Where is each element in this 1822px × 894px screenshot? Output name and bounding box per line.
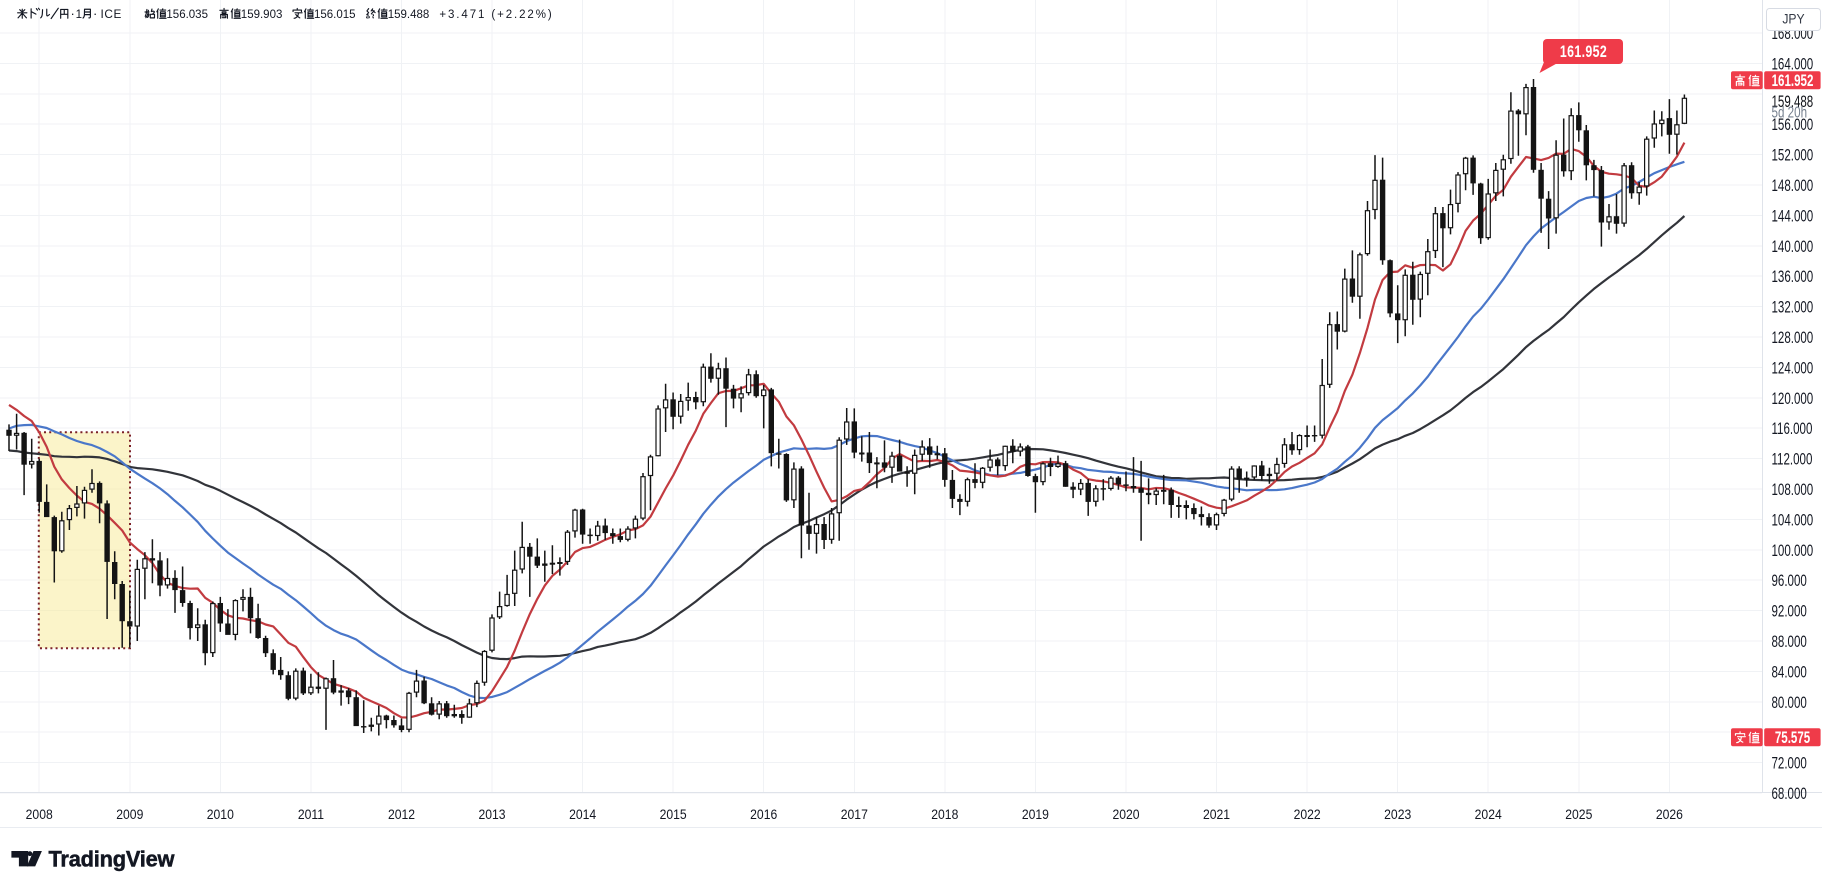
- svg-text:156.035: 156.035: [166, 9, 208, 21]
- svg-text:80.000: 80.000: [1772, 694, 1807, 713]
- svg-text:2008: 2008: [26, 806, 53, 822]
- svg-text:84.000: 84.000: [1772, 663, 1807, 682]
- svg-text:104.000: 104.000: [1772, 511, 1814, 530]
- svg-text:148.000: 148.000: [1772, 177, 1814, 196]
- svg-text:JPY: JPY: [1782, 11, 1805, 27]
- svg-text:88.000: 88.000: [1772, 633, 1807, 652]
- svg-text:2023: 2023: [1384, 806, 1411, 822]
- svg-text:TradingView: TradingView: [49, 846, 175, 871]
- svg-text:2011: 2011: [298, 806, 324, 822]
- svg-text:2010: 2010: [207, 806, 234, 822]
- svg-text:2026: 2026: [1656, 806, 1683, 822]
- svg-text:2022: 2022: [1294, 806, 1321, 822]
- svg-text:128.000: 128.000: [1772, 329, 1814, 348]
- svg-text:159.488: 159.488: [388, 9, 430, 21]
- svg-text:96.000: 96.000: [1772, 572, 1807, 591]
- svg-text:·: ·: [93, 6, 97, 21]
- svg-text:159.903: 159.903: [241, 9, 283, 21]
- svg-text:68.000: 68.000: [1772, 785, 1807, 804]
- svg-text:+3.471 (+2.22%): +3.471 (+2.22%): [439, 9, 553, 21]
- svg-text:2016: 2016: [750, 806, 777, 822]
- svg-text:1: 1: [76, 9, 82, 21]
- svg-text:120.000: 120.000: [1772, 390, 1814, 409]
- svg-text:·: ·: [71, 6, 75, 21]
- svg-text:2021: 2021: [1203, 806, 1230, 822]
- svg-text:2018: 2018: [931, 806, 958, 822]
- svg-text:108.000: 108.000: [1772, 481, 1814, 500]
- svg-text:2025: 2025: [1565, 806, 1592, 822]
- svg-text:161.952: 161.952: [1560, 43, 1607, 61]
- svg-text:75.575: 75.575: [1775, 729, 1810, 748]
- svg-text:156.015: 156.015: [314, 9, 356, 21]
- svg-text:5d 20h: 5d 20h: [1772, 104, 1808, 121]
- svg-text:2012: 2012: [388, 806, 415, 822]
- svg-text:ICE: ICE: [101, 7, 122, 21]
- svg-text:156.000: 156.000: [1772, 116, 1814, 135]
- svg-text:2020: 2020: [1112, 806, 1139, 822]
- svg-text:2014: 2014: [569, 806, 596, 822]
- svg-text:2019: 2019: [1022, 806, 1049, 822]
- svg-text:112.000: 112.000: [1772, 451, 1813, 470]
- svg-text:136.000: 136.000: [1772, 268, 1814, 287]
- svg-text:144.000: 144.000: [1772, 207, 1814, 226]
- svg-text:152.000: 152.000: [1772, 147, 1814, 166]
- svg-text:92.000: 92.000: [1772, 603, 1807, 622]
- svg-text:124.000: 124.000: [1772, 359, 1814, 378]
- svg-text:116.000: 116.000: [1772, 420, 1813, 439]
- svg-text:100.000: 100.000: [1772, 542, 1814, 561]
- svg-text:2013: 2013: [478, 806, 505, 822]
- svg-text:2024: 2024: [1475, 806, 1502, 822]
- svg-text:164.000: 164.000: [1772, 55, 1814, 74]
- svg-text:132.000: 132.000: [1772, 299, 1814, 318]
- svg-text:159.488: 159.488: [1772, 93, 1814, 112]
- svg-text:161.952: 161.952: [1772, 72, 1814, 91]
- svg-text:2015: 2015: [660, 806, 687, 822]
- svg-text:2009: 2009: [116, 806, 143, 822]
- svg-text:72.000: 72.000: [1772, 755, 1807, 774]
- svg-text:2017: 2017: [841, 806, 868, 822]
- svg-text:140.000: 140.000: [1772, 238, 1814, 257]
